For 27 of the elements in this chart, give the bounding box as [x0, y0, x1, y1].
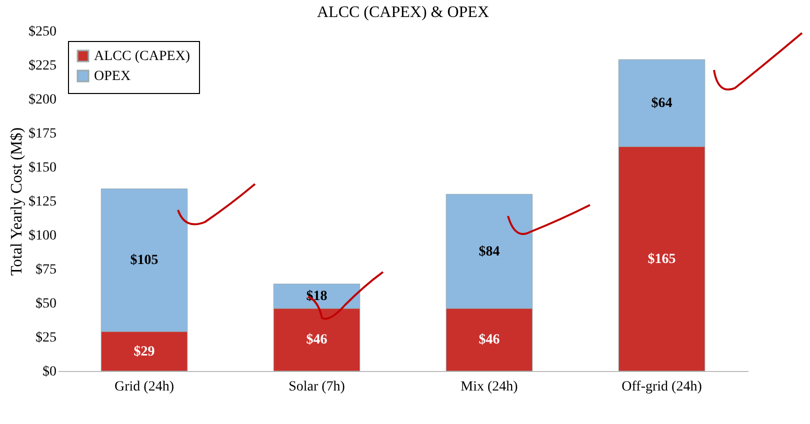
data-label: $18: [306, 289, 328, 304]
y-tick-label: $200: [28, 92, 56, 108]
x-tick-label: Grid (24h): [114, 380, 174, 394]
legend-label: ALCC (CAPEX): [94, 49, 190, 64]
x-tick-label: Off-grid (24h): [622, 380, 702, 394]
y-tick-label: $225: [28, 58, 56, 74]
y-tick-label: $0: [42, 364, 56, 380]
data-label: $64: [651, 96, 672, 112]
x-tick-label: Mix (24h): [460, 380, 518, 394]
data-label: $84: [478, 244, 500, 260]
y-tick-label: $100: [28, 228, 56, 244]
y-tick-label: $150: [28, 160, 56, 176]
data-label: $105: [130, 253, 158, 268]
y-axis-title: Total Yearly Cost (M$): [8, 127, 26, 276]
data-label: $29: [134, 344, 155, 360]
chart-title: ALCC (CAPEX) & OPEX: [316, 4, 490, 21]
data-label: $46: [306, 332, 328, 348]
y-tick-label: $125: [28, 194, 56, 210]
y-tick-label: $25: [36, 330, 56, 346]
y-tick-label: $75: [36, 262, 56, 278]
y-tick-label: $250: [28, 24, 56, 40]
y-tick-label: $50: [36, 296, 56, 312]
legend-label: OPEX: [94, 69, 131, 84]
data-label: $165: [648, 252, 676, 267]
x-tick-label: Solar (7h): [288, 380, 346, 394]
y-tick-label: $175: [28, 126, 56, 142]
data-label: $46: [478, 332, 500, 348]
